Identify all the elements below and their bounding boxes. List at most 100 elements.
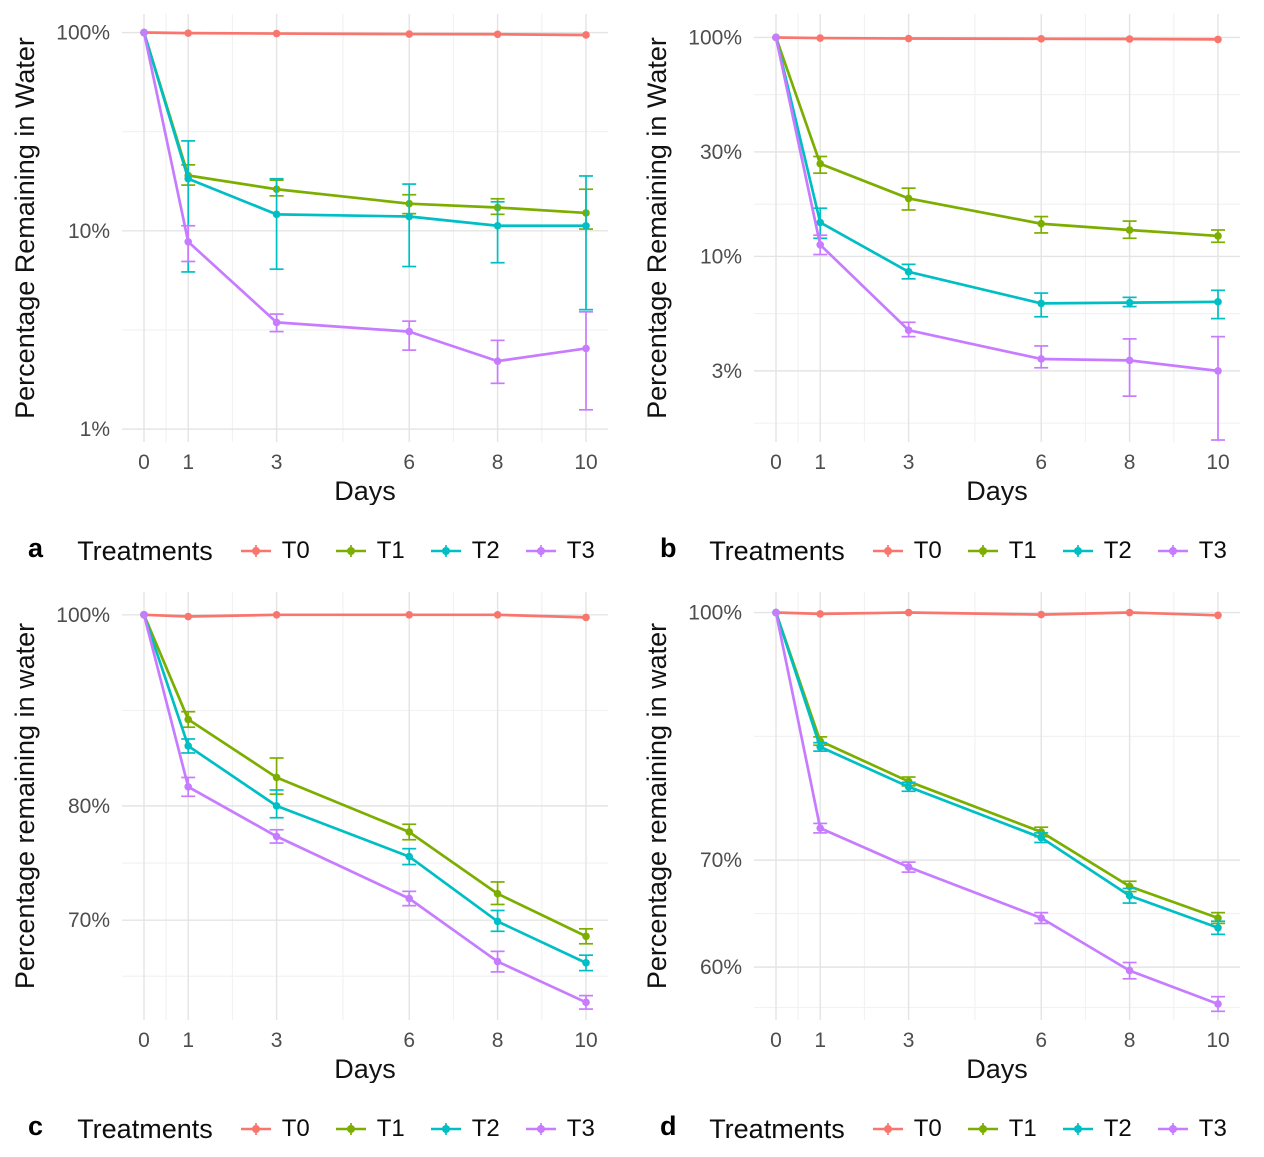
legend-a: Treatments T0 T1 T2 T3 bbox=[0, 531, 632, 571]
x-tick-label: 3 bbox=[271, 451, 283, 474]
legend-key-icon-T1 bbox=[967, 545, 998, 557]
chart-panel-d: 100% 70% 60% 0 1 3 6 8 10 Days Percentage remainin… bbox=[632, 578, 1264, 1157]
data-point-T2-day6 bbox=[405, 212, 414, 221]
series-line-T0 bbox=[774, 611, 1220, 617]
data-point-T3-day8 bbox=[493, 357, 502, 365]
legend-item-label: T3 bbox=[566, 1115, 595, 1142]
legend-item-T2: T2 bbox=[1061, 1115, 1132, 1143]
y-tick-label: 60% bbox=[700, 956, 742, 979]
y-tick-label: 10% bbox=[68, 220, 110, 243]
x-tick-label: 1 bbox=[182, 451, 194, 474]
data-point-T3-day6 bbox=[405, 894, 414, 903]
data-point-T0-day8 bbox=[1125, 35, 1134, 43]
data-point-T0-day1 bbox=[184, 612, 192, 621]
panel-letter-c: c bbox=[28, 1111, 44, 1141]
series-line-T2 bbox=[142, 31, 588, 228]
y-tick-label: 10% bbox=[700, 245, 742, 268]
y-axis-title: Percentage Remaining in Water bbox=[642, 37, 672, 419]
legend-item-T0: T0 bbox=[871, 1115, 942, 1143]
legend-item-T1: T1 bbox=[966, 537, 1037, 565]
data-point-T2-day6 bbox=[405, 852, 414, 861]
x-tick-label: 6 bbox=[403, 1029, 415, 1052]
legend-key-icon-T1 bbox=[967, 1123, 998, 1135]
legend-item-label: T3 bbox=[566, 537, 595, 564]
legend-item-label: T1 bbox=[376, 1115, 405, 1142]
x-tick-label: 0 bbox=[770, 451, 782, 474]
data-point-T1-day1 bbox=[184, 715, 192, 724]
y-tick-label: 100% bbox=[688, 26, 742, 49]
series-line-T2 bbox=[774, 36, 1220, 305]
y-axis-title: Percentage remaining in water bbox=[642, 623, 672, 989]
x-tick-label: 6 bbox=[1035, 1029, 1047, 1052]
data-point-T0-day6 bbox=[405, 30, 414, 38]
data-point-T1-day3 bbox=[904, 777, 913, 786]
data-point-T2-day10 bbox=[582, 221, 590, 230]
data-point-T3-day10 bbox=[1214, 1000, 1222, 1008]
legend-item-T1: T1 bbox=[334, 1115, 405, 1143]
legend-item-label: T2 bbox=[471, 537, 500, 564]
data-point-T1-day3 bbox=[904, 194, 913, 203]
legend-title: Treatments bbox=[77, 1113, 213, 1144]
chart-panel-a: 100% 10% 1% 0 1 3 6 8 10 Days Percentage Remaining… bbox=[0, 0, 632, 578]
legend-item-label: T1 bbox=[1008, 537, 1037, 564]
data-point-T3-day6 bbox=[1037, 914, 1045, 922]
series-line-T0 bbox=[142, 31, 588, 37]
x-tick-label: 6 bbox=[1035, 451, 1047, 474]
legend-item-label: T0 bbox=[913, 537, 942, 564]
legend-d: Treatments T0 T1 T2 T3 bbox=[632, 1109, 1264, 1149]
y-tick-label: 100% bbox=[688, 602, 742, 625]
x-tick-label: 8 bbox=[1124, 1029, 1136, 1052]
legend-item-T0: T0 bbox=[239, 537, 310, 565]
data-point-T2-day3 bbox=[272, 210, 281, 219]
legend-item-T3: T3 bbox=[1156, 537, 1227, 565]
legend-item-T2: T2 bbox=[429, 1115, 500, 1143]
series-line-T3 bbox=[774, 36, 1220, 373]
legend-item-T0: T0 bbox=[871, 537, 942, 565]
data-point-T3-day0 bbox=[140, 611, 148, 619]
data-point-T1-day1 bbox=[816, 159, 824, 168]
x-tick-label: 3 bbox=[903, 451, 915, 474]
data-point-T0-day10 bbox=[582, 31, 590, 39]
series-line-T1 bbox=[142, 31, 588, 215]
x-axis-title: Days bbox=[966, 1054, 1028, 1083]
data-point-T2-day1 bbox=[816, 743, 824, 751]
chart-panel-b: 100% 30% 10% 3% 0 1 3 6 8 10 Days Percentage Remain… bbox=[632, 0, 1264, 578]
data-point-T2-day1 bbox=[184, 174, 192, 183]
data-point-T2-day1 bbox=[816, 218, 824, 227]
data-point-T2-day8 bbox=[493, 221, 502, 230]
data-point-T3-day1 bbox=[816, 824, 824, 832]
legend-item-T2: T2 bbox=[429, 537, 500, 565]
data-point-T2-day8 bbox=[1125, 891, 1134, 900]
data-point-T3-day3 bbox=[272, 318, 281, 327]
data-point-T3-day10 bbox=[1214, 367, 1222, 375]
legend-key-icon-T0 bbox=[872, 545, 903, 557]
legend-item-T1: T1 bbox=[966, 1115, 1037, 1143]
x-axis-title: Days bbox=[966, 476, 1028, 505]
x-tick-label: 0 bbox=[138, 451, 150, 474]
data-point-T3-day3 bbox=[272, 832, 281, 841]
legend-item-T3: T3 bbox=[524, 1115, 595, 1143]
data-point-T1-day8 bbox=[1125, 226, 1134, 234]
legend-items: T0 T1 T2 T3 bbox=[239, 537, 595, 565]
data-point-T3-day10 bbox=[582, 344, 590, 353]
legend-row-b: b Treatments T0 T1 T2 T3 bbox=[632, 531, 1264, 571]
x-tick-label: 0 bbox=[138, 1029, 150, 1052]
legend-items: T0 T1 T2 T3 bbox=[871, 1115, 1227, 1143]
legend-item-T1: T1 bbox=[334, 537, 405, 565]
legend-item-label: T1 bbox=[376, 537, 405, 564]
legend-b: Treatments T0 T1 T2 T3 bbox=[632, 531, 1264, 571]
x-tick-label: 10 bbox=[1206, 1029, 1229, 1052]
legend-key-icon-T2 bbox=[430, 545, 461, 557]
legend-item-T3: T3 bbox=[524, 537, 595, 565]
data-point-T1-day3 bbox=[272, 773, 281, 782]
series-line-T0 bbox=[774, 36, 1220, 41]
data-point-T3-day8 bbox=[1125, 356, 1134, 365]
panel-letter-b: b bbox=[660, 533, 677, 563]
y-axis-title: Percentage remaining in water bbox=[10, 623, 40, 989]
data-point-T0-day1 bbox=[816, 34, 824, 42]
x-tick-label: 10 bbox=[574, 451, 597, 474]
data-point-T0-day3 bbox=[904, 608, 913, 617]
legend-key-icon-T0 bbox=[240, 1123, 271, 1135]
x-tick-label: 10 bbox=[574, 1029, 597, 1052]
